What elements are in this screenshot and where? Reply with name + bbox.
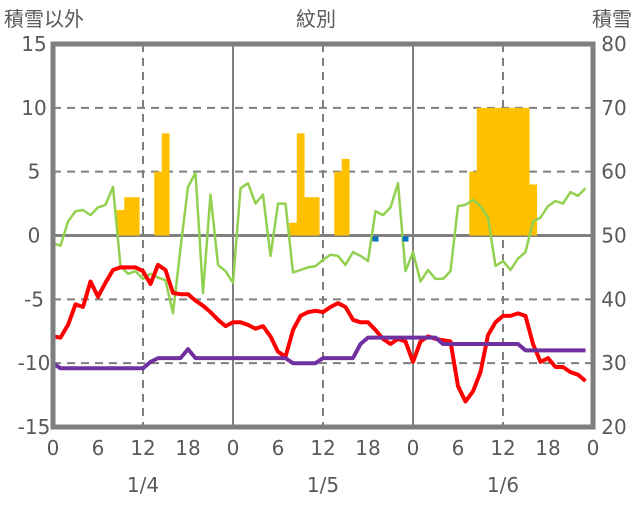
snow-bar — [124, 197, 133, 236]
snow-bar — [341, 158, 350, 236]
snow-bar — [296, 133, 305, 236]
markers — [372, 236, 409, 242]
right-axis-label: 積雪 — [592, 7, 632, 31]
left-tick-label: -15 — [18, 415, 51, 439]
left-axis-label: 積雪以外 — [4, 7, 84, 31]
gridlines — [53, 44, 593, 427]
x-tick-label: 0 — [47, 436, 60, 460]
plot-frame — [50, 41, 596, 430]
snow-bar — [521, 107, 530, 236]
date-label: 1/4 — [127, 473, 159, 497]
x-tick-label: 0 — [407, 436, 420, 460]
snow-bar — [469, 171, 478, 236]
right-tick-label: 20 — [601, 415, 626, 439]
x-tick-label: 18 — [535, 436, 560, 460]
bars — [116, 107, 538, 236]
snow-bar — [506, 107, 515, 236]
right-tick-label: 40 — [601, 287, 626, 311]
right-tick-label: 60 — [601, 160, 626, 184]
right-tick-label: 70 — [601, 96, 626, 120]
snow-bar — [131, 197, 140, 236]
right-tick-label: 80 — [601, 32, 626, 56]
left-tick-label: -5 — [24, 287, 44, 311]
x-tick-label: 0 — [227, 436, 240, 460]
right-tick-label: 50 — [601, 224, 626, 248]
marker-point — [402, 236, 409, 242]
x-tick-label: 12 — [310, 436, 335, 460]
left-tick-label: 15 — [21, 32, 46, 56]
snow-bar — [304, 197, 313, 236]
series-purple — [51, 335, 586, 371]
series-red — [52, 262, 587, 404]
snow-bar — [311, 197, 320, 236]
snow-bar — [154, 171, 163, 236]
date-label: 1/5 — [307, 473, 339, 497]
x-tick-label: 18 — [175, 436, 200, 460]
x-tick-label: 18 — [355, 436, 380, 460]
x-tick-label: 6 — [272, 436, 285, 460]
snow-bar — [289, 222, 298, 236]
right-tick-label: 30 — [601, 351, 626, 375]
left-tick-label: 10 — [21, 96, 46, 120]
x-tick-label: 12 — [130, 436, 155, 460]
snow-bar — [116, 209, 125, 236]
snow-bar — [484, 107, 493, 236]
snow-bar — [161, 133, 170, 236]
snow-bar — [476, 107, 485, 236]
chart-title: 紋別 — [296, 7, 336, 31]
snow-bar — [334, 171, 343, 236]
snow-bar — [529, 184, 538, 236]
x-tick-label: 12 — [490, 436, 515, 460]
left-tick-label: 5 — [28, 160, 41, 184]
series-green — [52, 171, 587, 315]
date-label: 1/6 — [487, 473, 519, 497]
series-lines — [51, 171, 587, 404]
plot-border — [50, 41, 596, 430]
x-tick-label: 6 — [452, 436, 465, 460]
marker-point — [372, 236, 379, 242]
left-tick-label: 0 — [28, 224, 41, 248]
x-tick-label: 6 — [92, 436, 105, 460]
snow-bar — [514, 107, 523, 236]
snow-bar — [491, 107, 500, 236]
left-tick-label: -10 — [18, 351, 51, 375]
x-tick-label: 0 — [587, 436, 600, 460]
snow-bar — [499, 107, 508, 236]
